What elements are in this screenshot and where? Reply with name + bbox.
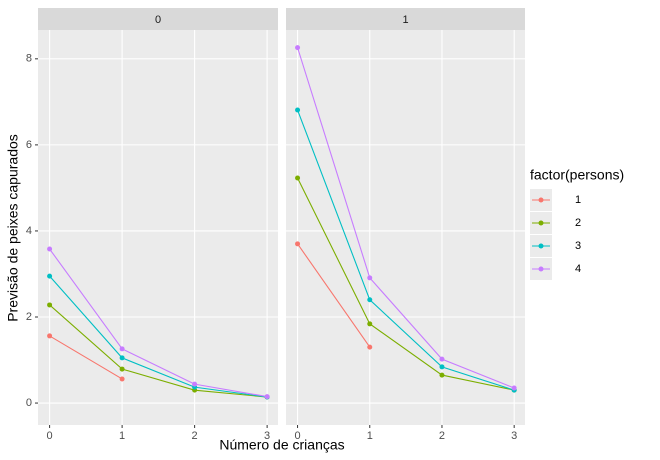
point	[295, 241, 301, 247]
x-tick-label: 3	[511, 430, 517, 442]
point	[47, 273, 53, 279]
point	[119, 355, 125, 361]
point	[439, 372, 445, 378]
x-tick-label: 3	[264, 430, 270, 442]
strip	[38, 8, 278, 30]
point	[511, 385, 517, 391]
y-tick-label: 2	[26, 311, 32, 323]
legend-label: 1	[575, 194, 581, 206]
y-axis-title: Previsão de peixes capurados	[5, 134, 21, 322]
point	[367, 344, 373, 350]
point	[295, 107, 301, 113]
series-line	[297, 177, 515, 391]
y-tick-label: 4	[26, 225, 32, 237]
series-line	[297, 243, 371, 348]
series-line	[297, 47, 515, 389]
legend-label: 4	[575, 263, 581, 275]
point	[192, 381, 198, 387]
facet-title: 1	[402, 14, 408, 26]
x-tick-label: 1	[119, 430, 125, 442]
point	[367, 297, 373, 303]
point	[439, 364, 445, 370]
x-tick-label: 1	[367, 430, 373, 442]
x-tick-label: 2	[192, 430, 198, 442]
point	[119, 376, 125, 382]
x-tick-label: 0	[294, 430, 300, 442]
point	[264, 394, 270, 400]
panel	[286, 30, 525, 425]
y-tick-label: 8	[26, 53, 32, 65]
series-line	[49, 275, 268, 398]
legend-title: factor(persons)	[530, 167, 624, 183]
x-tick-label: 2	[439, 430, 445, 442]
series-line	[297, 109, 515, 391]
point	[439, 356, 445, 362]
point	[295, 175, 301, 181]
strip	[286, 8, 525, 30]
series-line	[49, 248, 268, 398]
legend-key	[538, 220, 544, 226]
facet-title: 0	[155, 14, 161, 26]
point	[119, 366, 125, 372]
series-line	[49, 304, 268, 398]
point	[47, 302, 53, 308]
point	[47, 246, 53, 252]
series-line	[49, 335, 123, 380]
x-tick-label: 0	[47, 430, 53, 442]
point	[367, 275, 373, 281]
y-tick-label: 6	[26, 139, 32, 151]
point	[47, 333, 53, 339]
x-axis-title: Número de crianças	[219, 437, 344, 453]
legend-key	[538, 197, 544, 203]
legend-label: 2	[575, 217, 581, 229]
legend-key	[538, 243, 544, 249]
point	[295, 45, 301, 51]
panel	[38, 30, 278, 425]
point	[119, 346, 125, 352]
legend-key	[538, 266, 544, 272]
point	[367, 321, 373, 327]
legend-label: 3	[575, 240, 581, 252]
y-tick-label: 0	[26, 397, 32, 409]
